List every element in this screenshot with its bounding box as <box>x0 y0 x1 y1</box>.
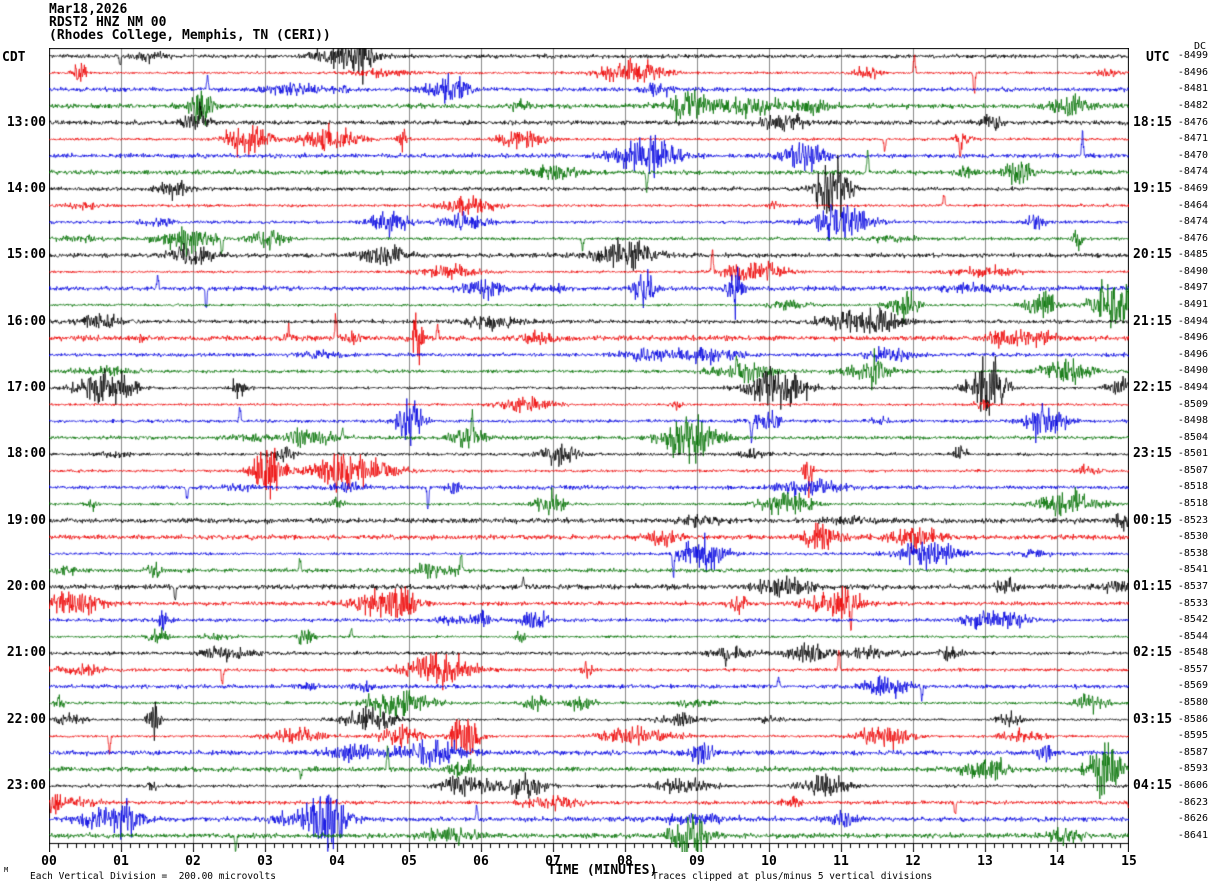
dc-offset-value: -8593 <box>1177 763 1208 775</box>
dc-offset-value: -8569 <box>1177 680 1208 692</box>
utc-hour-label: 00:15 <box>1133 512 1173 528</box>
dc-offset-value: -8548 <box>1177 647 1208 659</box>
x-tick-label: 15 <box>1121 854 1137 869</box>
dc-offset-value: -8485 <box>1177 249 1208 261</box>
dc-offset-value: -8481 <box>1177 83 1208 95</box>
left-timezone-label: CDT <box>2 50 26 65</box>
utc-hour-label: 02:15 <box>1133 645 1173 661</box>
dc-offset-value: -8623 <box>1177 796 1208 808</box>
dc-offset-value: -8491 <box>1177 299 1208 311</box>
dc-offset-value: -8494 <box>1177 315 1208 327</box>
x-tick-label: 00 <box>41 854 57 869</box>
dc-offset-value: -8580 <box>1177 697 1208 709</box>
cdt-hour-label: 20:00 <box>6 578 46 594</box>
dc-offset-value: -8497 <box>1177 282 1208 294</box>
cdt-hour-label: 18:00 <box>6 446 46 462</box>
corner-mark: M <box>4 866 9 874</box>
dc-offset-value: -8537 <box>1177 580 1208 592</box>
dc-offset-value: -8533 <box>1177 597 1208 609</box>
dc-offset-value: -8542 <box>1177 614 1208 626</box>
dc-offset-value: -8606 <box>1177 779 1208 791</box>
dc-offset-value: -8586 <box>1177 713 1208 725</box>
utc-hour-label: 20:15 <box>1133 247 1173 263</box>
x-tick-label: 10 <box>761 854 777 869</box>
dc-offset-value: -8490 <box>1177 265 1208 277</box>
utc-hour-label: 01:15 <box>1133 578 1173 594</box>
dc-offset-column-header: DC <box>1193 41 1206 52</box>
x-tick-label: 12 <box>905 854 921 869</box>
cdt-hour-label: 17:00 <box>6 379 46 395</box>
dc-offset-value: -8499 <box>1177 50 1208 62</box>
x-axis-title: TIME (MINUTES) <box>547 863 658 878</box>
cdt-hour-label: 15:00 <box>6 247 46 263</box>
cdt-hour-label: 14:00 <box>6 180 46 196</box>
dc-offset-value: -8476 <box>1177 232 1208 244</box>
right-timezone-label: UTC <box>1146 50 1170 65</box>
x-tick-label: 03 <box>257 854 273 869</box>
header-date: Mar18,2026 <box>49 2 128 17</box>
dc-offset-value: -8557 <box>1177 663 1208 675</box>
x-tick-label: 02 <box>185 854 201 869</box>
vertical-scale-note: Each Vertical Division = 200.00 microvol… <box>30 871 276 882</box>
cdt-hour-label: 16:00 <box>6 313 46 329</box>
dc-offset-value: -8530 <box>1177 531 1208 543</box>
dc-offset-value: -8482 <box>1177 100 1208 112</box>
x-tick-label: 01 <box>113 854 129 869</box>
dc-offset-value: -8464 <box>1177 199 1208 211</box>
dc-offset-value: -8471 <box>1177 133 1208 145</box>
x-tick-label: 06 <box>473 854 489 869</box>
dc-offset-value: -8496 <box>1177 66 1208 78</box>
x-tick-label: 13 <box>977 854 993 869</box>
utc-hour-label: 19:15 <box>1133 180 1173 196</box>
utc-hour-label: 21:15 <box>1133 313 1173 329</box>
dc-offset-value: -8501 <box>1177 448 1208 460</box>
dc-offset-value: -8470 <box>1177 149 1208 161</box>
dc-offset-value: -8507 <box>1177 464 1208 476</box>
cdt-hour-label: 22:00 <box>6 711 46 727</box>
utc-hour-label: 18:15 <box>1133 114 1173 130</box>
x-tick-label: 04 <box>329 854 345 869</box>
dc-offset-value: -8587 <box>1177 746 1208 758</box>
dc-offset-value: -8523 <box>1177 514 1208 526</box>
dc-offset-value: -8498 <box>1177 415 1208 427</box>
dc-offset-value: -8490 <box>1177 365 1208 377</box>
utc-hour-label: 23:15 <box>1133 446 1173 462</box>
utc-hour-label: 22:15 <box>1133 379 1173 395</box>
dc-offset-value: -8496 <box>1177 348 1208 360</box>
dc-offset-value: -8626 <box>1177 813 1208 825</box>
dc-offset-value: -8474 <box>1177 166 1208 178</box>
cdt-hour-label: 13:00 <box>6 114 46 130</box>
header-station-code: RDST2 HNZ NM 00 <box>49 15 167 30</box>
cdt-hour-label: 19:00 <box>6 512 46 528</box>
dc-offset-value: -8474 <box>1177 216 1208 228</box>
x-tick-label: 14 <box>1049 854 1065 869</box>
dc-offset-value: -8544 <box>1177 630 1208 642</box>
dc-offset-value: -8469 <box>1177 182 1208 194</box>
dc-offset-value: -8509 <box>1177 398 1208 410</box>
x-tick-label: 09 <box>689 854 705 869</box>
dc-offset-value: -8538 <box>1177 547 1208 559</box>
dc-offset-value: -8476 <box>1177 116 1208 128</box>
cdt-hour-label: 21:00 <box>6 645 46 661</box>
dc-offset-value: -8504 <box>1177 431 1208 443</box>
dc-offset-value: -8518 <box>1177 481 1208 493</box>
dc-offset-value: -8541 <box>1177 564 1208 576</box>
seismogram-trace-canvas <box>49 48 1129 852</box>
dc-offset-value: -8518 <box>1177 498 1208 510</box>
utc-hour-label: 04:15 <box>1133 777 1173 793</box>
x-tick-label: 08 <box>617 854 633 869</box>
x-tick-label: 11 <box>833 854 849 869</box>
x-tick-label: 07 <box>545 854 561 869</box>
clipping-note: Traces clipped at plus/minus 5 vertical … <box>652 871 933 882</box>
dc-offset-value: -8641 <box>1177 829 1208 841</box>
header-station-location: (Rhodes College, Memphis, TN (CERI)) <box>49 28 331 43</box>
dc-offset-value: -8496 <box>1177 332 1208 344</box>
dc-offset-value: -8595 <box>1177 730 1208 742</box>
utc-hour-label: 03:15 <box>1133 711 1173 727</box>
dc-offset-value: -8494 <box>1177 381 1208 393</box>
cdt-hour-label: 23:00 <box>6 777 46 793</box>
x-tick-label: 05 <box>401 854 417 869</box>
